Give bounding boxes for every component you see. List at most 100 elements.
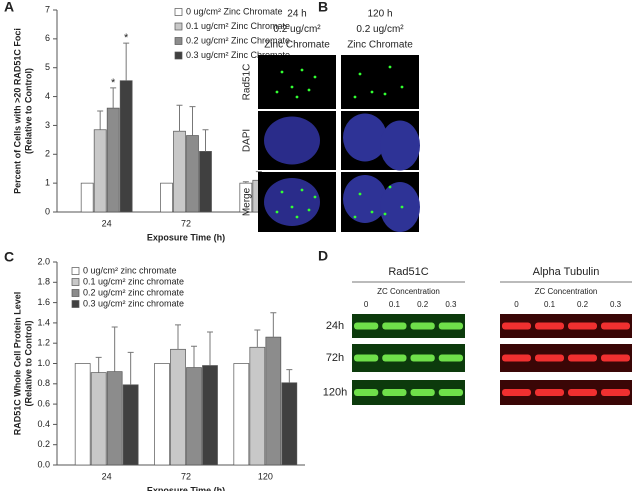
blot-band <box>601 322 630 330</box>
lane-label: 0 <box>364 300 369 309</box>
y-tick-label: 5 <box>45 62 50 72</box>
focus <box>290 85 294 89</box>
bar <box>154 363 170 466</box>
y-tick-label: 0.2 <box>37 439 50 449</box>
error-bar <box>111 326 118 372</box>
focus <box>400 205 404 209</box>
error-bar <box>286 369 293 383</box>
panel-label: D <box>318 248 328 264</box>
legend-label: 0.3 ug/cm² zinc chromate <box>83 298 184 308</box>
panel-label: A <box>4 0 14 15</box>
lane-label: 0.2 <box>577 300 589 309</box>
bar <box>106 107 120 213</box>
error-bar <box>95 356 102 373</box>
error-bar <box>191 345 197 368</box>
bar <box>186 135 199 213</box>
focus <box>275 210 279 214</box>
error-bar <box>189 106 196 136</box>
bar <box>90 372 107 466</box>
legend-swatch <box>71 300 80 308</box>
bar <box>80 182 94 213</box>
panel-label: B <box>318 0 328 15</box>
focus <box>313 195 317 199</box>
focus <box>295 95 299 99</box>
blot-band <box>410 322 435 330</box>
annotation: * <box>111 77 116 89</box>
blot-band <box>410 389 435 396</box>
x-tick-label: 24 <box>102 218 112 228</box>
x-axis-label: Exposure Time (h) <box>147 485 225 491</box>
focus <box>275 90 279 94</box>
row-label: 24h <box>326 320 344 332</box>
micrograph <box>258 55 336 109</box>
blot-subtitle: ZC Concentration <box>535 287 598 296</box>
focus <box>388 65 392 69</box>
bar <box>160 182 173 213</box>
blot-band <box>535 389 564 396</box>
x-tick-label: 72 <box>181 471 191 481</box>
y-axis-label: (Relative to Control) <box>23 320 33 406</box>
legend-label: 0.1 ug/cm² zinc chromate <box>83 276 184 286</box>
y-axis-label: (Relative to Control) <box>23 68 33 154</box>
lane-label: 0.1 <box>389 300 401 309</box>
y-tick-label: 6 <box>45 33 50 43</box>
focus <box>358 192 362 196</box>
error-bar <box>242 181 249 184</box>
bar <box>106 371 123 466</box>
blot-band <box>502 322 531 330</box>
bar <box>249 346 266 466</box>
bar <box>265 336 282 466</box>
y-tick-label: 0.8 <box>37 378 50 388</box>
focus <box>400 85 404 89</box>
blot-band <box>568 389 597 396</box>
bar <box>122 384 139 466</box>
focus <box>358 72 362 76</box>
bar <box>186 367 202 466</box>
nucleus <box>343 113 387 162</box>
bar <box>74 363 91 466</box>
y-tick-label: 1.6 <box>37 297 50 307</box>
blot-band <box>354 389 379 396</box>
blot-title: Rad51C <box>388 266 428 278</box>
y-tick-label: 1 <box>45 178 50 188</box>
x-tick-label: 24 <box>102 471 112 481</box>
bar <box>170 348 186 466</box>
x-axis-label: Exposure Time (h) <box>147 232 225 242</box>
bar <box>233 363 250 466</box>
panel-label: C <box>4 249 14 265</box>
x-tick-label: 72 <box>181 218 191 228</box>
column-header: 0.2 ug/cm² <box>273 24 321 35</box>
blot-band <box>502 354 531 362</box>
y-tick-label: 1.4 <box>37 317 50 327</box>
blot-band <box>382 322 407 330</box>
focus <box>295 215 299 219</box>
row-label: DAPI <box>242 129 253 152</box>
y-tick-label: 0.4 <box>37 419 50 429</box>
error-bar <box>110 87 117 109</box>
focus <box>307 88 311 92</box>
focus <box>300 68 304 72</box>
error-bar <box>97 110 104 130</box>
x-tick-label: 120 <box>258 471 273 481</box>
bar <box>173 130 186 213</box>
focus <box>313 75 317 79</box>
error-bar <box>123 42 130 81</box>
blot-band <box>601 354 630 362</box>
error-bar <box>176 104 183 132</box>
focus <box>353 215 357 219</box>
nucleus <box>343 175 387 223</box>
lane-label: 0.2 <box>417 300 429 309</box>
error-bar <box>207 331 213 366</box>
error-bar <box>127 351 134 385</box>
error-bar <box>270 312 277 338</box>
blot-band <box>354 354 379 362</box>
row-label: Merge <box>242 187 253 216</box>
legend-swatch <box>71 267 80 275</box>
lane-label: 0.3 <box>445 300 457 309</box>
legend-swatch <box>174 51 183 60</box>
blot-subtitle: ZC Concentration <box>377 287 440 296</box>
focus <box>388 185 392 189</box>
focus <box>353 95 357 99</box>
focus <box>280 70 284 74</box>
lane-label: 0.3 <box>610 300 622 309</box>
